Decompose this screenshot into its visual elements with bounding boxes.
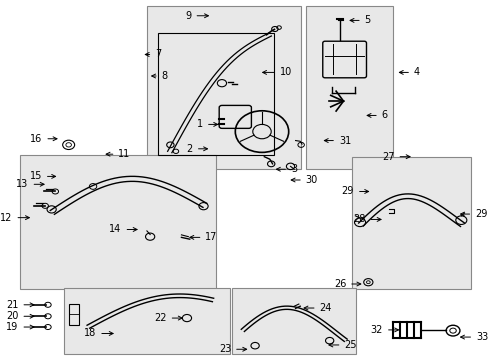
Bar bbox=[146, 6, 301, 169]
Text: 9: 9 bbox=[185, 11, 208, 21]
Text: 16: 16 bbox=[30, 134, 57, 144]
Text: 29: 29 bbox=[341, 186, 368, 197]
Text: 7: 7 bbox=[145, 49, 161, 59]
Text: 29: 29 bbox=[460, 209, 487, 219]
Text: 24: 24 bbox=[304, 303, 331, 313]
Text: 6: 6 bbox=[366, 111, 387, 121]
Text: 22: 22 bbox=[154, 313, 182, 323]
Text: 2: 2 bbox=[186, 144, 207, 154]
Text: 31: 31 bbox=[324, 136, 350, 145]
Text: 5: 5 bbox=[349, 15, 370, 26]
Bar bbox=[158, 33, 273, 155]
Text: 4: 4 bbox=[399, 67, 419, 77]
Text: 27: 27 bbox=[381, 152, 409, 162]
Text: 33: 33 bbox=[460, 332, 488, 342]
Text: 25: 25 bbox=[328, 340, 356, 350]
Text: 26: 26 bbox=[333, 279, 360, 289]
Text: 20: 20 bbox=[6, 311, 34, 321]
Text: 1: 1 bbox=[197, 120, 217, 129]
Text: 32: 32 bbox=[370, 325, 398, 335]
Bar bbox=[305, 6, 392, 169]
Text: 19: 19 bbox=[6, 322, 34, 332]
Bar bbox=[351, 157, 470, 289]
Text: 3: 3 bbox=[276, 164, 297, 174]
Bar bbox=[64, 288, 229, 354]
Text: 30: 30 bbox=[290, 175, 317, 185]
Text: 8: 8 bbox=[151, 71, 167, 81]
Text: 17: 17 bbox=[189, 232, 217, 242]
Bar bbox=[232, 288, 356, 354]
Text: 13: 13 bbox=[16, 179, 44, 189]
Text: 23: 23 bbox=[218, 344, 246, 354]
Text: 21: 21 bbox=[6, 300, 34, 310]
Text: 14: 14 bbox=[109, 225, 137, 234]
Text: 11: 11 bbox=[106, 149, 130, 159]
Text: 18: 18 bbox=[84, 328, 113, 338]
Text: 15: 15 bbox=[30, 171, 56, 181]
Text: 12: 12 bbox=[0, 213, 29, 222]
Text: 10: 10 bbox=[262, 67, 291, 77]
Bar bbox=[20, 155, 216, 289]
Bar bbox=[68, 304, 79, 325]
Text: 28: 28 bbox=[352, 215, 380, 224]
